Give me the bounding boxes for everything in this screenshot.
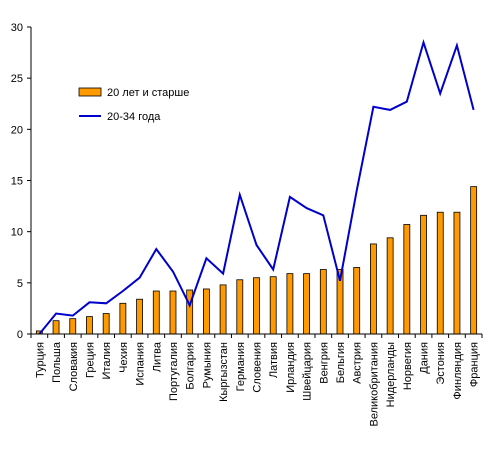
bar — [403, 224, 411, 335]
x-tick-label: Австрия — [352, 342, 364, 384]
bar — [136, 298, 143, 335]
x-tick-label: Литва — [151, 341, 163, 372]
bar — [102, 313, 110, 335]
x-tick-label: Польша — [51, 341, 63, 383]
bar — [169, 290, 177, 335]
bar-series — [35, 186, 478, 335]
bar — [219, 284, 227, 335]
x-tick-label: Болгария — [185, 342, 197, 390]
bar — [353, 267, 361, 335]
x-tick-label: Бельгия — [335, 342, 347, 383]
x-tick-label: Кыргызстан — [218, 342, 230, 402]
line-series — [38, 38, 475, 335]
x-tick-label: Турция — [34, 342, 46, 378]
y-tick-label: 15 — [11, 176, 23, 188]
bar — [303, 273, 311, 335]
bar — [152, 290, 160, 335]
x-tick-label: Нидерланды — [385, 342, 397, 407]
bar — [269, 276, 277, 335]
y-tick-label: 30 — [11, 22, 23, 34]
x-tick-label: Чехия — [118, 342, 130, 373]
x-tick-label: Словения — [252, 342, 264, 393]
bar — [202, 288, 210, 335]
x-tick-label: Норвегия — [402, 342, 414, 390]
x-tick-label: Румыния — [201, 342, 213, 388]
series-line — [38, 38, 475, 335]
bar — [69, 318, 77, 335]
x-tick-label: Венгрия — [318, 342, 330, 384]
x-tick-label: Франция — [469, 342, 481, 387]
x-tick-label: Швейцария — [302, 342, 314, 401]
x-tick-label: Дания — [419, 342, 431, 374]
x-tick-label: Словакия — [68, 342, 80, 391]
x-tick-label: Испания — [135, 342, 147, 386]
bar — [453, 211, 461, 335]
bar — [319, 269, 327, 335]
bar — [236, 279, 244, 335]
bar — [436, 211, 444, 335]
y-tick-label: 5 — [17, 278, 23, 290]
x-tick-label: Эстония — [435, 342, 447, 385]
x-tick-label: Греция — [84, 342, 96, 378]
x-tick-label: Португалия — [168, 342, 180, 401]
bar — [470, 186, 478, 335]
x-tick-label: Финляндия — [452, 342, 464, 400]
bar — [86, 316, 93, 335]
x-tick-label: Латвия — [268, 342, 280, 378]
bar — [52, 320, 60, 335]
bar — [286, 273, 294, 335]
legend-swatch-bar — [78, 87, 102, 97]
bar — [420, 214, 427, 335]
y-tick-label: 25 — [11, 73, 23, 85]
legend-label-bar: 20 лет и старше — [107, 87, 189, 99]
bar — [253, 277, 260, 335]
x-axis: Турция Польша Словакия Греция Италия Чехия Исп… — [30, 333, 483, 427]
y-tick-label: 10 — [11, 227, 23, 239]
y-axis: 0 5 10 15 20 25 30 — [11, 22, 32, 341]
x-tick-label: Германия — [235, 342, 247, 391]
x-tick-label: Ирландия — [285, 342, 297, 393]
y-tick-label: 0 — [17, 329, 23, 341]
x-tick-label: Великобритания — [368, 342, 380, 427]
x-tick-label: Италия — [101, 342, 113, 380]
bar — [119, 302, 127, 335]
legend: 20 лет и старше 20-34 года — [78, 87, 189, 123]
bar — [370, 243, 377, 335]
bar — [386, 237, 394, 335]
y-tick-label: 20 — [11, 124, 23, 136]
legend-label-line: 20-34 года — [107, 111, 161, 123]
